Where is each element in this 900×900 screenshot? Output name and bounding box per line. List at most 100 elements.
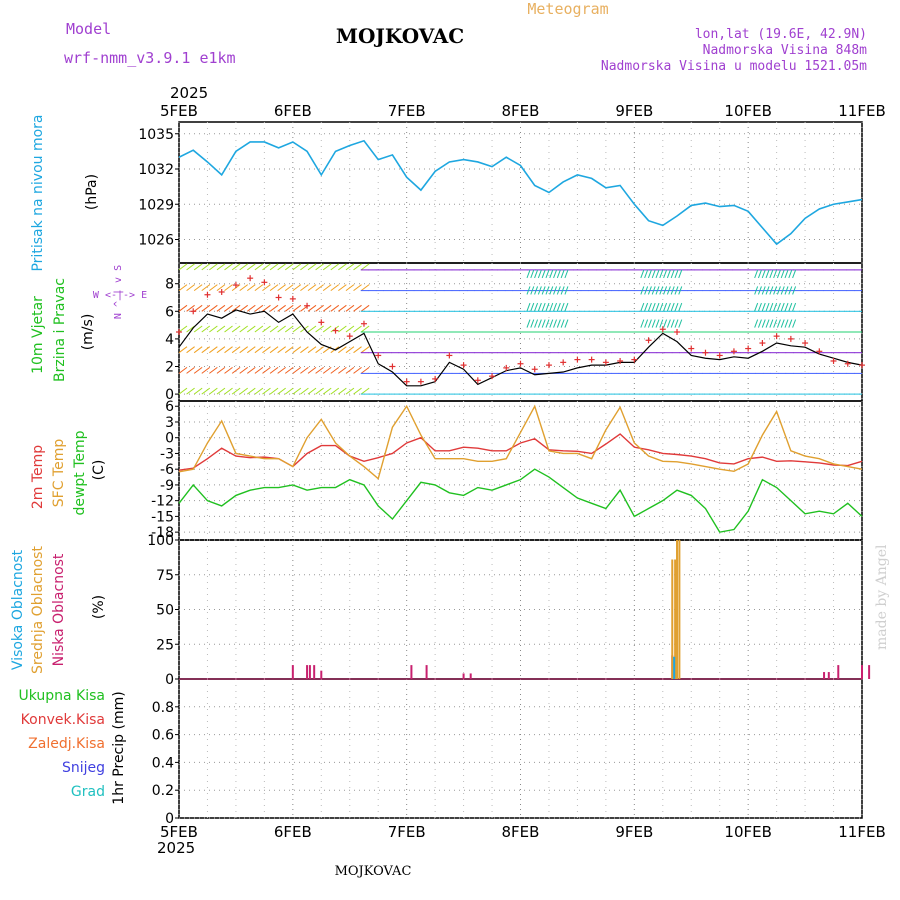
lonlat-label: lon,lat (19.6E, 42.9N) bbox=[695, 27, 867, 42]
cloud-tick: 50 bbox=[156, 603, 174, 619]
wind-barb bbox=[209, 346, 218, 354]
cloud-unit: (%) bbox=[91, 595, 107, 619]
wind-barb bbox=[300, 366, 309, 374]
temp-tick: -6 bbox=[160, 462, 174, 478]
wind-barb bbox=[254, 263, 264, 271]
wind-barb-cluster bbox=[776, 286, 781, 295]
wind-barb bbox=[216, 263, 226, 271]
precip-label-freezing: Zaledj.Kisa bbox=[28, 736, 105, 752]
wind-barb-cluster bbox=[754, 269, 759, 279]
wind-barb-cluster bbox=[769, 319, 774, 328]
wind-barb bbox=[178, 366, 188, 374]
cloud-label-mid: Srednja Oblacnost bbox=[30, 546, 46, 674]
wind-barb bbox=[284, 366, 294, 374]
wind-barb bbox=[353, 263, 362, 271]
wind-barb bbox=[360, 325, 370, 333]
wind-barb-cluster bbox=[556, 286, 561, 295]
wind-barb bbox=[360, 387, 370, 395]
wind-barb bbox=[201, 366, 211, 374]
wind-barb bbox=[216, 284, 226, 292]
wind-barb-cluster bbox=[644, 269, 649, 279]
wind-barb bbox=[284, 284, 294, 292]
wind-barb bbox=[201, 263, 211, 271]
wind-tick: 6 bbox=[165, 304, 174, 320]
wind-barb-cluster bbox=[556, 269, 561, 279]
wind-barb-cluster bbox=[553, 319, 558, 328]
wind-compass-ns: N ^ | v S bbox=[113, 265, 124, 319]
wind-barb bbox=[315, 387, 324, 395]
wind-barb bbox=[292, 284, 302, 292]
wind-barb bbox=[201, 346, 211, 354]
wind-barb-cluster bbox=[553, 302, 558, 312]
wind-barb bbox=[322, 325, 332, 333]
wind-label-1: 10m Vjetar bbox=[30, 296, 46, 374]
wind-barb-cluster bbox=[556, 302, 561, 312]
wind-barb bbox=[247, 325, 256, 333]
wind-barb-cluster bbox=[757, 269, 762, 279]
pressure-unit: (hPa) bbox=[84, 174, 100, 210]
precip-tick: 0.8 bbox=[152, 700, 174, 716]
wind-barb bbox=[186, 284, 195, 292]
wind-barb bbox=[338, 284, 347, 292]
wind-barb bbox=[292, 346, 302, 354]
wind-barb bbox=[201, 387, 211, 395]
wind-barb bbox=[277, 366, 286, 374]
precip-tick: 0.6 bbox=[152, 728, 174, 744]
wind-barb bbox=[247, 263, 256, 271]
wind-barb-cluster bbox=[780, 286, 785, 295]
wind-barb bbox=[360, 284, 370, 292]
wind-barb bbox=[315, 304, 324, 312]
wind-barb-cluster bbox=[541, 302, 546, 312]
wind-barb bbox=[262, 346, 271, 354]
wind-barb-cluster bbox=[549, 319, 554, 328]
wind-barb-cluster bbox=[659, 302, 664, 312]
wind-barb bbox=[231, 346, 241, 354]
wind-barb-cluster bbox=[773, 269, 778, 279]
cloud-tick: 100 bbox=[147, 533, 174, 549]
wind-barb bbox=[322, 284, 332, 292]
wind-barb-cluster bbox=[545, 269, 550, 279]
cloud-tick: 75 bbox=[156, 568, 174, 584]
product-title: Meteogram bbox=[527, 0, 608, 18]
wind-barb bbox=[269, 263, 279, 271]
wind-barb-cluster bbox=[776, 269, 781, 279]
wind-barb-cluster bbox=[792, 302, 797, 312]
wind-barb-cluster bbox=[537, 269, 542, 279]
wind-barb bbox=[262, 325, 271, 333]
wind-barbs bbox=[178, 263, 862, 395]
wind-barb-cluster bbox=[754, 302, 759, 312]
wind-barb bbox=[186, 387, 195, 395]
wind-barb bbox=[231, 387, 241, 395]
wind-barb bbox=[330, 304, 340, 312]
wind-barb-cluster bbox=[761, 269, 766, 279]
precip-tick: 0.2 bbox=[152, 783, 174, 799]
wind-barb-cluster bbox=[553, 286, 558, 295]
wind-barb-cluster bbox=[780, 319, 785, 328]
wind-barb bbox=[300, 346, 309, 354]
wind-barb bbox=[292, 325, 302, 333]
wind-barb-cluster bbox=[670, 269, 675, 279]
wind-barb-cluster bbox=[545, 319, 550, 328]
elevation-label: Nadmorska Visina 848m bbox=[703, 43, 868, 58]
wind-barb-cluster bbox=[545, 286, 550, 295]
credit: made by Angel bbox=[874, 544, 890, 650]
wind-barb bbox=[193, 284, 203, 292]
wind-barb bbox=[269, 284, 279, 292]
cloud-label-low: Niska Oblacnost bbox=[51, 553, 67, 666]
wind-barb-cluster bbox=[647, 319, 652, 328]
wind-barb bbox=[254, 346, 264, 354]
wind-barb bbox=[262, 263, 271, 271]
wind-barb-cluster bbox=[784, 302, 789, 312]
temp-label-2m: 2m Temp bbox=[30, 445, 46, 509]
wind-barb bbox=[254, 366, 264, 374]
wind-barb bbox=[292, 304, 302, 312]
wind-barb bbox=[247, 366, 256, 374]
wind-barb bbox=[307, 325, 317, 333]
wind-barb-cluster bbox=[526, 302, 531, 312]
wind-barb bbox=[338, 387, 347, 395]
wind-barb bbox=[247, 284, 256, 292]
wind-barb bbox=[186, 346, 195, 354]
wind-barb-cluster bbox=[530, 286, 535, 295]
wind-barb bbox=[338, 263, 347, 271]
pressure-label: Pritisak na nivou mora bbox=[30, 114, 46, 271]
